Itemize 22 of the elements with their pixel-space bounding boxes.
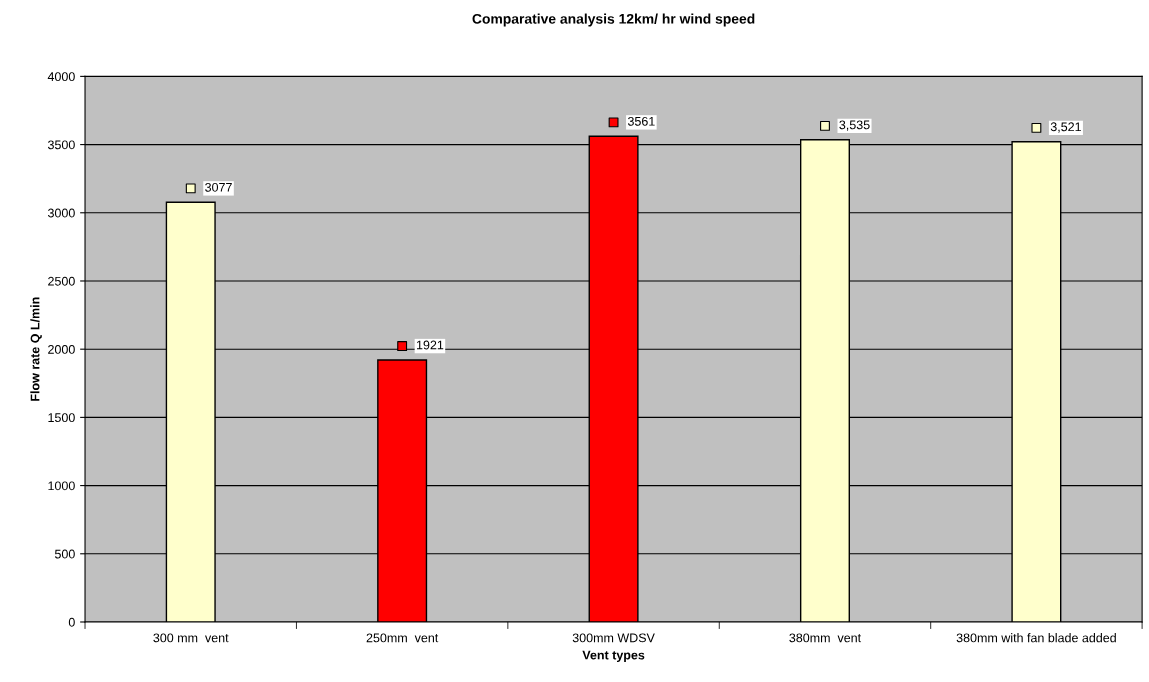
data-label: 3077 [205, 182, 232, 192]
y-tick-label: 0 [68, 617, 75, 627]
y-tick-label: 4000 [47, 72, 75, 82]
chart-title: Comparative analysis 12km/ hr wind speed [472, 13, 755, 27]
x-tick-label: 380mm with fan blade added [956, 633, 1116, 643]
y-tick-label: 2000 [48, 344, 75, 354]
data-label: 1921 [416, 340, 444, 350]
y-axis-title: Flow rate Q L/min [30, 297, 42, 401]
x-axis-title: Vent types [582, 650, 645, 662]
data-label: 3,535 [839, 120, 870, 131]
x-tick-label: 380mm vent [789, 633, 862, 643]
y-tick-label: 500 [54, 549, 75, 559]
x-tick-label: 300 mm vent [153, 633, 229, 643]
y-tick-label: 3000 [47, 208, 75, 218]
x-tick-label: 250mm vent [366, 633, 439, 643]
data-label: 3,521 [1050, 122, 1081, 133]
data-label: 3561 [627, 116, 655, 126]
y-tick-label: 1000 [48, 481, 75, 491]
x-tick-label: 300mm WDSV [572, 633, 655, 643]
y-tick-label: 3500 [47, 140, 75, 150]
y-tick-label: 2500 [48, 276, 75, 286]
y-tick-label: 1500 [48, 413, 75, 423]
